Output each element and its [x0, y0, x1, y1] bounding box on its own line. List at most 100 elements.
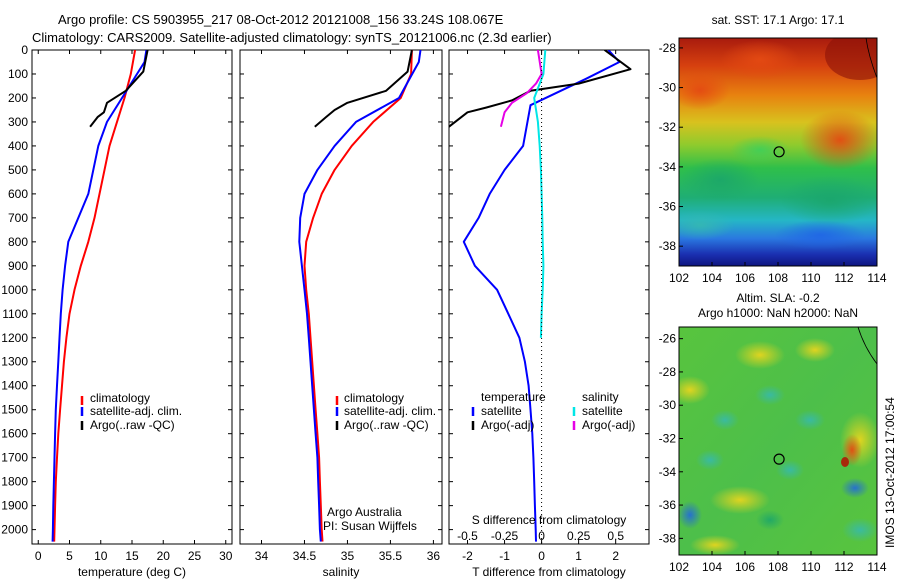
- x-tick-label-2: 0.5: [607, 529, 624, 543]
- temperature-x-axis: 0 5 10 15 20 25 30: [35, 50, 233, 563]
- legend-satellite-adj: satellite-adj. clim.: [344, 404, 436, 418]
- map-x-tick-label: 114: [867, 560, 886, 574]
- legend-salinity-header: salinity: [582, 390, 619, 404]
- x-tick-label: 35: [341, 549, 355, 563]
- series-line: [89, 50, 149, 128]
- depth-tick-label: 300: [8, 115, 28, 129]
- depth-tick-label: 200: [8, 91, 28, 105]
- legend-s-satellite: satellite: [582, 404, 623, 418]
- map-y-tick-label: -30: [659, 398, 677, 412]
- x-tick-label: -2: [462, 549, 473, 563]
- map-x-tick-label: 112: [834, 271, 853, 285]
- map-y-tick-label: -30: [659, 81, 677, 95]
- legend-t-argo: Argo(-adj): [481, 418, 534, 432]
- legend-climatology: climatology: [344, 391, 404, 405]
- x-tick-label: 35.5: [379, 549, 403, 563]
- x-tick-label-2: 0.25: [567, 529, 591, 543]
- depth-tick-label: 1600: [1, 427, 28, 441]
- x-tick-label-2: -0.5: [457, 529, 478, 543]
- x-tick-label: 0: [35, 549, 42, 563]
- x-tick-label: 2: [612, 549, 619, 563]
- x-tick-label: 30: [219, 549, 233, 563]
- depth-tick-label: 1400: [1, 379, 28, 393]
- series-line: [303, 50, 413, 542]
- depth-tick-label: 700: [8, 211, 28, 225]
- series-line: [462, 50, 621, 542]
- map-y-tick-label: -36: [659, 498, 677, 512]
- sst-map-axes: 102 104 106 108 110 112 114 -28 -30 -32 -34 -36 -38: [659, 41, 887, 285]
- depth-tick-label: 1200: [1, 331, 28, 345]
- sla-heatmap: [679, 327, 877, 555]
- salinity-series: [298, 50, 422, 542]
- depth-tick-label: 600: [8, 187, 28, 201]
- depth-tick-label: 2000: [1, 523, 28, 537]
- map-y-tick-label: -38: [659, 531, 677, 545]
- sst-heatmap: [679, 38, 877, 266]
- map-y-tick-label: -26: [659, 332, 677, 346]
- legend-satellite-adj: satellite-adj. clim.: [90, 404, 182, 418]
- depth-tick-label: 1500: [1, 403, 28, 417]
- credit-line2: PI: Susan Wijffels: [323, 519, 417, 533]
- depth-tick-label: 800: [8, 235, 28, 249]
- depth-tick-label: 400: [8, 139, 28, 153]
- x-tick-label: 15: [125, 549, 139, 563]
- depth-axis: 0 100 200 300 400 500 600 700 800 900 1000 1100 1200…: [1, 43, 649, 537]
- t-difference-x-axis: -2 -1 0 1 2: [462, 50, 619, 563]
- x-tick-label: 10: [94, 549, 108, 563]
- figure-title-line1: Argo profile: CS 5903955_217 08-Oct-2012…: [58, 12, 504, 27]
- x-tick-label: 34: [255, 549, 269, 563]
- map-x-tick-label: 106: [735, 560, 755, 574]
- map-y-tick-label: -28: [659, 41, 677, 55]
- legend-argo-raw: Argo(..raw -QC): [90, 418, 175, 432]
- series-line: [53, 50, 137, 542]
- series-line: [449, 50, 632, 128]
- depth-tick-label: 1800: [1, 475, 28, 489]
- legend-s-argo: Argo(-adj): [582, 418, 635, 432]
- x-tick-label: 34.5: [293, 549, 317, 563]
- difference-series: [449, 50, 632, 542]
- depth-tick-label: 900: [8, 259, 28, 273]
- map-y-tick-label: -38: [659, 239, 677, 253]
- x-tick-label: 20: [157, 549, 171, 563]
- series-line: [298, 50, 422, 542]
- legend-argo-raw: Argo(..raw -QC): [344, 418, 429, 432]
- x-tick-label-2: 0: [538, 529, 545, 543]
- depth-tick-label: 1900: [1, 499, 28, 513]
- series-line: [51, 50, 148, 542]
- legend-climatology: climatology: [90, 391, 150, 405]
- salinity-axes: [239, 49, 443, 545]
- map-y-tick-label: -32: [659, 120, 677, 134]
- map-x-tick-label: 108: [768, 271, 788, 285]
- sst-map-title: sat. SST: 17.1 Argo: 17.1: [712, 13, 845, 27]
- argo-location-marker: [773, 453, 785, 465]
- map-y-tick-label: -34: [659, 160, 677, 174]
- depth-tick-label: 0: [21, 43, 28, 57]
- temperature-series: [51, 50, 149, 542]
- temperature-legend: climatology satellite-adj. clim. Argo(..…: [80, 391, 182, 432]
- series-line: [533, 50, 547, 338]
- map-y-tick-label: -34: [659, 465, 677, 479]
- credit-line1: Argo Australia: [327, 505, 402, 519]
- map-x-tick-label: 104: [702, 271, 722, 285]
- legend-temperature-header: temperature: [481, 390, 546, 404]
- temperature-xlabel: temperature (deg C): [78, 565, 186, 579]
- s-difference-x-axis: -0.5 -0.25 0 0.25 0.5: [457, 529, 624, 543]
- x-tick-label: 5: [66, 549, 73, 563]
- x-tick-label: -1: [499, 549, 510, 563]
- x-tick-label: 0: [538, 549, 545, 563]
- x-tick-label: 25: [188, 549, 202, 563]
- depth-tick-label: 1300: [1, 355, 28, 369]
- depth-tick-label: 1000: [1, 283, 28, 297]
- s-difference-xlabel: S difference from climatology: [472, 513, 627, 527]
- imos-timestamp: IMOS 13-Oct-2012 17:00:54: [883, 397, 897, 548]
- salinity-xlabel: salinity: [323, 565, 360, 579]
- map-x-tick-label: 106: [735, 271, 755, 285]
- x-tick-label-2: -0.25: [491, 529, 519, 543]
- depth-tick-label: 500: [8, 163, 28, 177]
- x-tick-label: 36: [427, 549, 441, 563]
- map-y-tick-label: -36: [659, 200, 677, 214]
- temperature-axes: [31, 49, 233, 545]
- map-x-tick-label: 110: [801, 271, 820, 285]
- sla-map-axes: 102 104 106 108 110 112 114 -26 -28 -30 -32 -34 -36 -…: [659, 332, 887, 574]
